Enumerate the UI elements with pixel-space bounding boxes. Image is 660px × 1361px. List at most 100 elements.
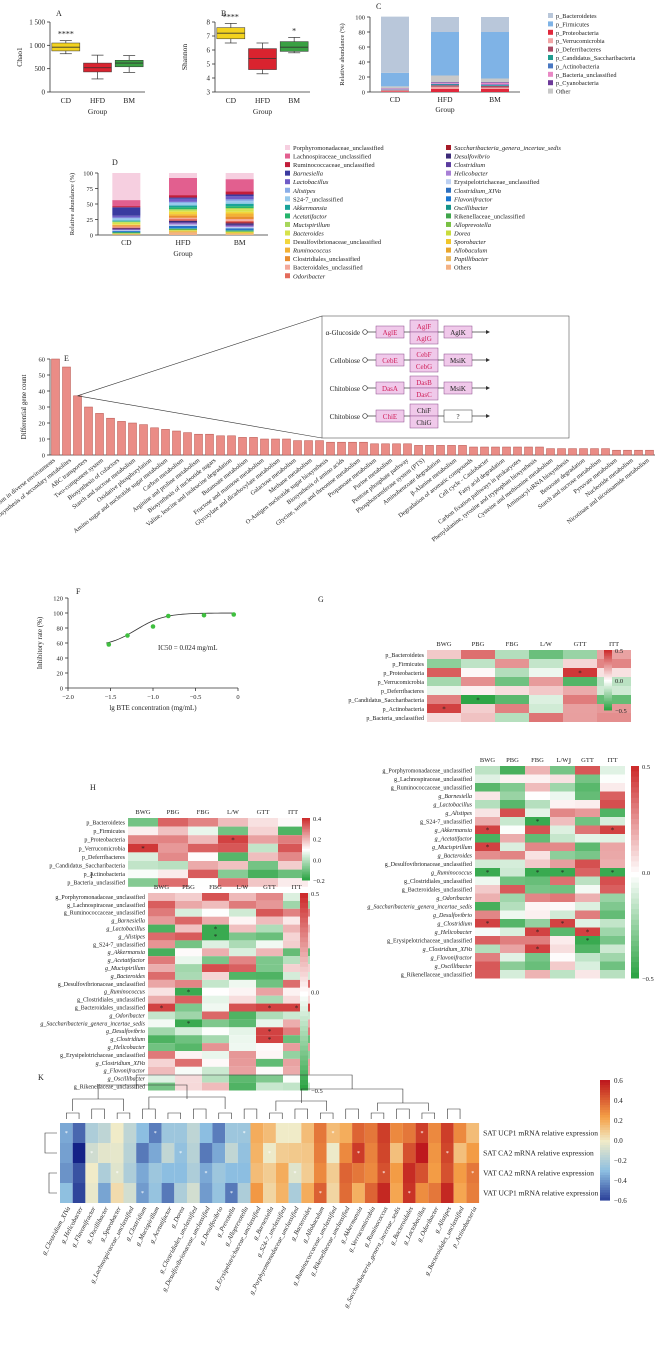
legend-swatch bbox=[285, 221, 290, 227]
heatmap-cell bbox=[550, 774, 575, 783]
heatmap-cell bbox=[60, 1123, 73, 1143]
panel-letter: K bbox=[38, 1073, 44, 1082]
heatmap-cell bbox=[158, 818, 188, 827]
heatmap-cell bbox=[377, 1123, 391, 1143]
colorbar-segment bbox=[302, 830, 310, 833]
row-label: g_S24-7_unclassified bbox=[93, 941, 145, 948]
y-tick-label: 20 bbox=[39, 421, 46, 428]
heatmap-cell bbox=[525, 766, 550, 775]
colorbar-segment bbox=[302, 841, 310, 844]
bar bbox=[51, 358, 60, 456]
colorbar-segment bbox=[600, 1145, 610, 1149]
heatmap-cell bbox=[428, 1143, 441, 1163]
heatmap-cell bbox=[263, 1163, 276, 1183]
colorbar-segment bbox=[302, 819, 310, 822]
legend-label: p_Bacteria_unclassified bbox=[556, 72, 617, 79]
heatmap-cell bbox=[475, 885, 500, 894]
heatmap-cell bbox=[229, 956, 256, 965]
colorbar-segment bbox=[631, 781, 639, 788]
heatmap-cell bbox=[563, 686, 597, 695]
heatmap-cell bbox=[148, 1066, 175, 1075]
heatmap-cell bbox=[314, 1123, 327, 1143]
legend-swatch bbox=[548, 71, 553, 77]
heatmap-cell bbox=[175, 956, 202, 965]
legend-label: Odoribacter bbox=[293, 273, 326, 280]
row-label: g_Desulfovibrionaceae_unclassified bbox=[385, 861, 472, 868]
heatmap-cell bbox=[174, 1183, 187, 1203]
heatmap-cell bbox=[500, 910, 525, 919]
colorbar-segment bbox=[302, 849, 310, 852]
significance-mark: * bbox=[561, 920, 565, 928]
heatmap-cell bbox=[495, 659, 529, 668]
colorbar-label: −0.5 bbox=[311, 1088, 323, 1095]
colorbar-segment bbox=[631, 951, 639, 958]
dendrogram-branch bbox=[396, 1108, 410, 1119]
legend-label: Desulfovibrio bbox=[453, 154, 490, 161]
gene-box bbox=[409, 359, 439, 373]
y-tick-label: 25 bbox=[87, 217, 94, 224]
heatmap-cell bbox=[575, 808, 600, 817]
significance-mark: * bbox=[65, 1131, 68, 1137]
colorbar-segment bbox=[600, 1117, 610, 1121]
colorbar-segment bbox=[600, 1110, 610, 1114]
heatmap-cell bbox=[175, 964, 202, 972]
heatmap-cell bbox=[339, 1143, 353, 1163]
heatmap-cell bbox=[202, 1035, 229, 1044]
heatmap-cell bbox=[202, 1082, 229, 1091]
x-tick-label: HFD bbox=[437, 95, 453, 104]
row-label: g_Saccharibacteria_genera_incertae_sedis bbox=[40, 1021, 145, 1027]
heatmap-cell bbox=[188, 878, 218, 887]
heatmap-cell bbox=[148, 1043, 175, 1051]
row-label: g_Alistipes bbox=[118, 934, 145, 940]
stack-segment bbox=[169, 231, 197, 233]
dendrogram-branch bbox=[48, 1172, 57, 1194]
panel-letter: F bbox=[76, 587, 81, 596]
bar bbox=[579, 448, 588, 456]
heatmap-cell bbox=[563, 677, 597, 686]
heatmap-cell bbox=[441, 1163, 454, 1183]
stack-segment bbox=[169, 215, 197, 218]
stack-segment bbox=[169, 225, 197, 228]
legend-label: Lactobacillus bbox=[292, 179, 329, 186]
legend-label: Bacteroides bbox=[293, 231, 324, 238]
heatmap-cell bbox=[110, 1123, 124, 1143]
significance-mark: * bbox=[357, 1151, 360, 1157]
dendrogram-branch bbox=[345, 1108, 359, 1119]
colorbar-segment bbox=[600, 1157, 610, 1161]
colorbar-segment bbox=[600, 1080, 610, 1084]
colorbar-segment bbox=[604, 698, 612, 700]
stack-segment bbox=[225, 227, 254, 229]
row-label: g_Flavonifractor bbox=[104, 1068, 146, 1075]
panel-letter: I bbox=[90, 871, 93, 880]
heatmap-cell bbox=[475, 902, 500, 911]
colorbar-segment bbox=[302, 835, 310, 838]
heatmap-cell bbox=[575, 868, 600, 877]
dendrogram-branch bbox=[269, 1112, 283, 1119]
legend-swatch bbox=[446, 196, 451, 202]
heatmap-cell bbox=[175, 1043, 202, 1051]
stack-segment bbox=[381, 16, 409, 73]
heatmap-cell bbox=[525, 961, 550, 970]
heatmap-cell bbox=[563, 695, 597, 704]
bar bbox=[227, 435, 236, 456]
colorbar-segment bbox=[300, 1025, 308, 1032]
row-label: g_Desulfovibrionaceae_unclassified bbox=[58, 981, 145, 988]
heatmap-cell bbox=[283, 1019, 310, 1028]
stack-segment bbox=[225, 230, 254, 231]
colorbar-segment bbox=[302, 869, 310, 872]
stack-segment bbox=[112, 173, 141, 201]
heatmap-cell bbox=[85, 1183, 99, 1203]
significance-mark: * bbox=[187, 989, 191, 997]
heatmap-cell bbox=[550, 919, 575, 928]
row-label: g_Saccharibacteria_genera_incertae_sedis bbox=[367, 904, 472, 910]
gene-label: DasB bbox=[416, 379, 432, 387]
legend-swatch bbox=[446, 239, 451, 245]
heatmap-cell bbox=[415, 1183, 429, 1203]
colorbar-segment bbox=[300, 1080, 308, 1086]
bar bbox=[557, 448, 566, 456]
stack-segment bbox=[225, 233, 254, 235]
colorbar-segment bbox=[300, 947, 308, 953]
heatmap-cell bbox=[427, 713, 461, 722]
legend-swatch bbox=[548, 29, 553, 35]
heatmap-cell bbox=[174, 1163, 187, 1183]
